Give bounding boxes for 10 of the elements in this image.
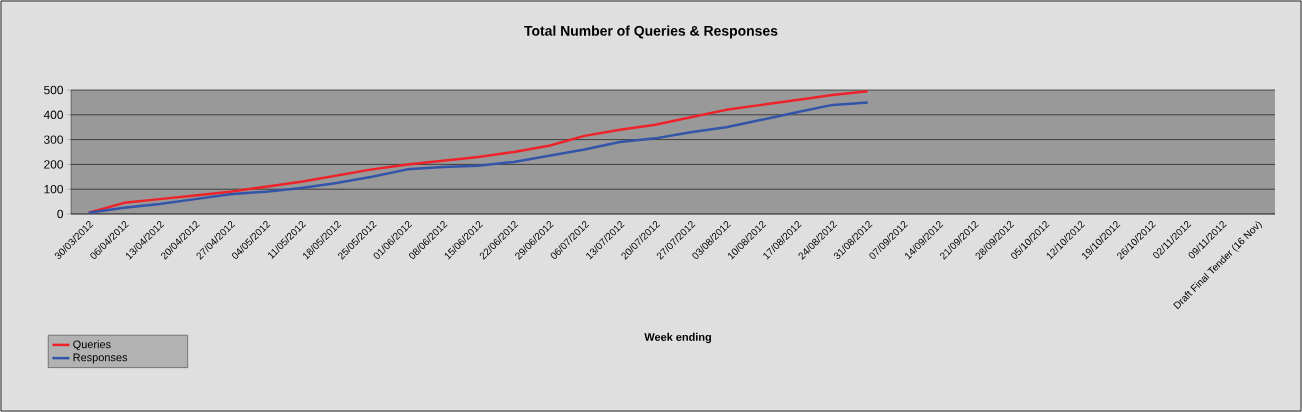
y-tick-label: 100 [44,184,64,194]
y-tick-label: 300 [44,135,64,144]
x-axis-title: Week ending [644,332,712,344]
chart-title: Total Number of Queries & Responses [524,25,778,39]
legend-label: Responses [73,353,128,364]
y-tick-label: 500 [44,85,64,95]
legend-label: Queries [73,340,111,351]
y-tick-label: 400 [43,110,64,120]
y-tick-label: 200 [44,160,64,169]
y-tick-label: 0 [57,209,64,219]
